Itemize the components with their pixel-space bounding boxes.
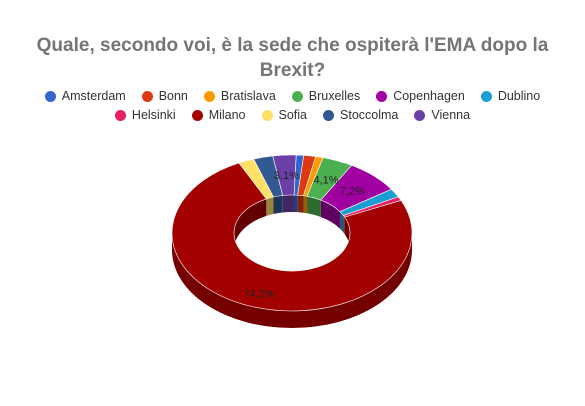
legend-swatch [291,90,303,102]
legend-swatch [323,109,335,121]
legend-label: Helsinki [131,108,176,122]
slice-milano[interactable] [171,162,413,312]
slice-outer-wall-milano [172,233,412,328]
legend-swatch [114,109,126,121]
slice-inner-wall-bonn [297,195,304,213]
legend-item-dublino[interactable]: Dublino [480,89,541,103]
legend-label: Dublino [497,89,541,103]
legend-label: Sofia [278,108,308,122]
slice-inner-wall-milano [234,198,267,250]
legend-item-helsinki[interactable]: Helsinki [114,108,176,122]
slice-inner-wall-helsinki [343,215,345,235]
data-label-bruxelles: 4,1% [313,174,338,186]
legend-item-amsterdam[interactable]: Amsterdam [44,89,126,103]
legend-row: Amsterdam Bonn Bratislava Bruxelles Copenhag… [0,87,585,105]
legend-label: Bruxelles [308,89,361,103]
data-label-copenhagen: 7,2% [340,186,365,198]
legend-swatch [261,109,273,121]
slice-inner-wall-bruxelles [307,196,321,218]
slice-inner-wall-dublino [340,211,344,233]
slice-vienna[interactable] [272,154,297,196]
legend-swatch [44,90,56,102]
legend-item-bratislava[interactable]: Bratislava [203,89,276,103]
legend-item-sofia[interactable]: Sofia [261,108,308,122]
chart-title-line-2: Brexit? [259,60,326,81]
legend-swatch [414,109,426,121]
legend-label: Milano [208,108,246,122]
legend-label: Stoccolma [340,108,399,122]
chart-title-line-1: Quale, secondo voi, è la sede che ospite… [36,35,549,56]
slice-inner-wall-amsterdam [294,195,298,213]
slice-inner-wall-stoccolma [273,195,283,214]
slice-inner-wall-vienna [282,195,295,213]
slice-inner-wall-sofia [266,196,274,216]
data-label-milano: 74,2% [243,288,274,300]
legend-swatch [203,90,215,102]
legend-item-bruxelles[interactable]: Bruxelles [291,89,361,103]
legend-label: Amsterdam [61,89,126,103]
legend-item-copenhagen[interactable]: Copenhagen [376,89,465,103]
legend-item-bonn[interactable]: Bonn [141,89,188,103]
legend-swatch [141,90,153,102]
chart-title: Quale, secondo voi, è la sede che ospite… [0,33,585,83]
data-label-vienna: 3,1% [274,170,299,182]
legend-label: Bratislava [220,89,276,103]
slice-inner-wall-copenhagen [320,200,341,229]
legend-swatch [480,90,492,102]
legend-item-stoccolma[interactable]: Stoccolma [323,108,398,122]
legend-swatch [191,109,203,121]
chart-legend: Amsterdam Bonn Bratislava Bruxelles Copenhag… [0,87,585,125]
legend-item-milano[interactable]: Milano [191,108,246,122]
legend-swatch [376,90,388,102]
slice-inner-wall-bratislava [303,195,308,214]
legend-row: Helsinki Milano Sofia Stoccolma Vienna [0,106,585,124]
legend-label: Copenhagen [393,89,465,103]
legend-label: Bonn [158,89,188,103]
legend-label: Vienna [431,108,471,122]
legend-item-vienna[interactable]: Vienna [414,108,470,122]
